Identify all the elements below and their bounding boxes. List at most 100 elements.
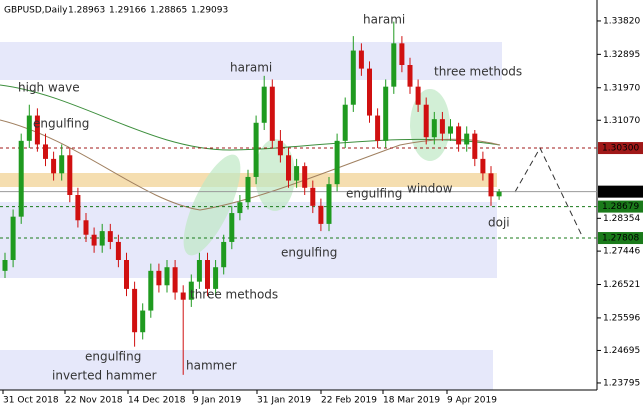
x-tick-label: 18 Mar 2019 — [383, 396, 440, 406]
x-tick-label: 22 Nov 2018 — [65, 396, 123, 406]
header-value: 1.28963 — [68, 6, 105, 16]
candle-body — [367, 68, 372, 116]
candle-body — [383, 86, 389, 141]
header-value: 1.28865 — [150, 6, 187, 16]
annotation: inverted hammer — [52, 369, 157, 383]
y-tick-label: 1.25596 — [603, 313, 640, 323]
y-tick-label: 1.23795 — [603, 378, 640, 388]
highlight — [255, 139, 295, 211]
candle-body — [269, 86, 275, 141]
annotation: doji — [488, 216, 510, 230]
candle-body — [472, 133, 478, 159]
candle-body — [91, 234, 97, 246]
zone — [0, 42, 502, 80]
moving-average — [0, 119, 501, 211]
candle-body — [294, 166, 300, 181]
price-box — [598, 142, 643, 155]
candle-body — [51, 158, 57, 174]
x-tick-label: 31 Oct 2018 — [3, 396, 59, 406]
candle-body — [172, 267, 178, 293]
y-tick-label: 1.28354 — [603, 214, 640, 224]
candle-body — [115, 241, 121, 260]
candle-body — [132, 288, 138, 333]
candle-body — [448, 126, 453, 134]
zone — [0, 350, 493, 390]
highlight — [183, 154, 241, 256]
candle-body — [124, 260, 129, 289]
annotation: three methods — [190, 288, 278, 302]
candle-body — [67, 155, 73, 195]
annotation: engulfing — [281, 246, 337, 260]
y-tick-label: 1.32895 — [603, 50, 640, 60]
price-box — [598, 185, 643, 198]
annotation: engulfing — [346, 187, 402, 201]
annotation: harami — [363, 13, 405, 27]
candle-body — [237, 202, 243, 214]
candle-body — [2, 260, 8, 271]
x-tick-label: 31 Jan 2019 — [257, 396, 311, 406]
y-tick-label: 1.31070 — [603, 116, 640, 126]
candle-body — [261, 86, 267, 123]
candle-body — [99, 231, 105, 246]
candle-body — [229, 213, 235, 242]
candle-body — [180, 292, 186, 300]
price-box — [598, 200, 643, 213]
y-tick-label: 1.24695 — [603, 346, 640, 356]
price-label: 1.29093 — [602, 187, 639, 197]
candle-body — [431, 119, 437, 138]
x-tick-label: 14 Dec 2018 — [128, 396, 186, 406]
candle-body — [286, 155, 291, 181]
y-tick-label: 1.33820 — [603, 16, 640, 26]
candle-body — [399, 43, 405, 65]
price-label: 1.30300 — [602, 144, 639, 154]
header-value: 1.29166 — [109, 6, 146, 16]
candle-body — [148, 270, 154, 311]
moving-average — [0, 84, 501, 151]
candle-body — [164, 267, 170, 286]
x-tick-label: 9 Apr 2019 — [447, 396, 497, 406]
candle-body — [140, 310, 146, 333]
candle-body — [302, 166, 308, 188]
annotation: window — [407, 182, 453, 196]
candle-body — [18, 140, 24, 217]
candle-body — [375, 115, 381, 141]
candle-body — [496, 191, 502, 197]
candle-body — [342, 104, 348, 141]
annotation: engulfing — [85, 350, 141, 364]
candle-body — [488, 173, 494, 197]
y-tick-label: 1.26521 — [603, 280, 640, 290]
candle-body — [75, 195, 81, 221]
candle-body — [439, 119, 445, 134]
candle-body — [423, 104, 429, 138]
zone — [0, 202, 497, 278]
candle-body — [213, 267, 219, 289]
candle-body — [245, 176, 251, 203]
annotation: engulfing — [33, 117, 89, 131]
candle-body — [205, 260, 210, 289]
candle-body — [415, 86, 421, 105]
price-label: 1.28679 — [602, 202, 639, 212]
candle-body — [156, 270, 162, 286]
candle-body — [83, 220, 89, 235]
candle-body — [196, 260, 202, 282]
price-label: 1.27808 — [602, 234, 639, 244]
candle-body — [358, 50, 364, 69]
candle-body — [10, 216, 16, 260]
candle-body — [318, 205, 324, 224]
candle-body — [326, 184, 332, 224]
candle-body — [480, 158, 486, 174]
candle-body — [310, 187, 316, 206]
candle-body — [391, 43, 397, 87]
annotation: harami — [230, 61, 272, 75]
candle-body — [456, 126, 462, 145]
candle-body — [407, 65, 413, 87]
candle-body — [188, 281, 194, 300]
candle-body — [253, 122, 259, 177]
candle-body — [334, 140, 340, 185]
candle-body — [34, 115, 40, 145]
annotation: three methods — [434, 65, 522, 79]
candle-body — [464, 133, 470, 145]
x-tick-label: 22 Feb 2019 — [321, 396, 377, 406]
price-box — [598, 232, 643, 245]
